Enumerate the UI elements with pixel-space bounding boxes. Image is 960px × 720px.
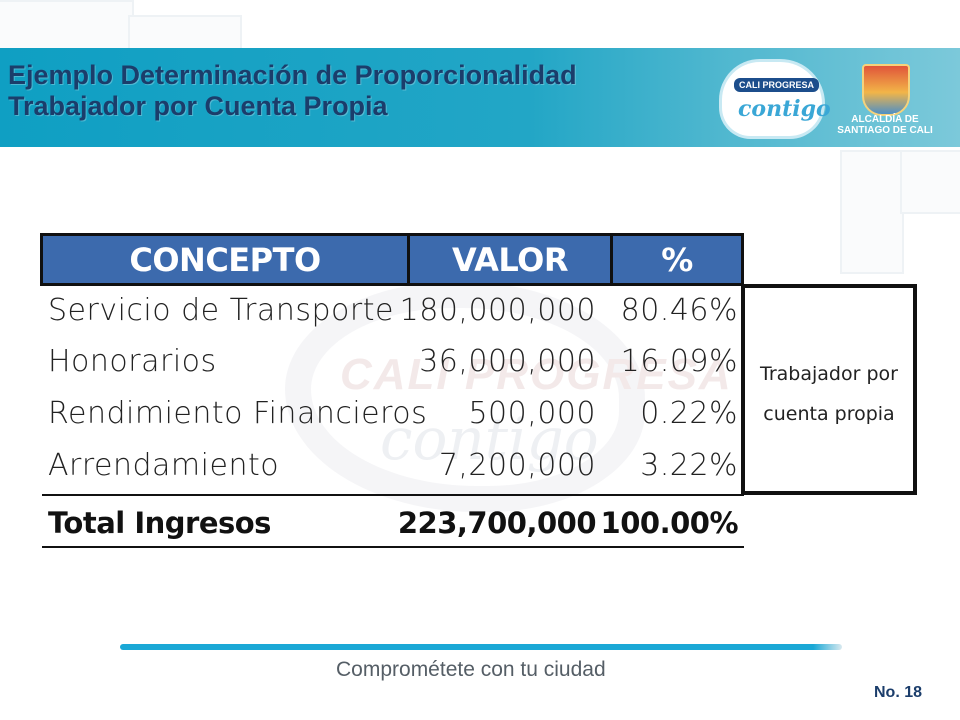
watermark-script: contigo [380,405,599,473]
title-line-2: Trabajador por Cuenta Propia [8,91,388,121]
side-note-line-1: Trabajador por [760,363,898,385]
background-panel [0,0,134,54]
total-divider-bottom [42,546,744,548]
cell-valor: 500,000 [468,396,596,431]
table-row: Servicio de Transporte 180,000,000 80.46… [42,285,744,337]
total-pct: 100.00% [600,506,739,540]
title-line-1: Ejemplo Determinación de Proporcionalida… [8,60,577,90]
background-panel [840,150,904,274]
footer-slogan: Comprométete con tu ciudad [336,658,606,681]
total-divider-top [42,494,744,496]
column-header-valor: VALOR [407,233,613,286]
column-header-pct: % [610,233,744,286]
cell-concepto: Rendimiento Financieros [48,396,428,431]
cell-pct: 3.22% [640,448,738,483]
page-number: No. 18 [873,684,922,701]
alcaldia-crest-icon [862,64,910,116]
alcaldia-line-2: SANTIAGO DE CALI [837,125,933,136]
logo-script: contigo [738,96,831,122]
cell-concepto: Servicio de Transporte [48,293,394,328]
cell-valor: 36,000,000 [419,344,596,379]
table-row: Honorarios 36,000,000 16.09% [42,336,744,388]
logo-badge: CALI PROGRESA [734,78,820,92]
cell-concepto: Arrendamiento [48,448,280,483]
side-note-line-2: cuenta propia [763,403,895,425]
side-note-text: Trabajador por cuenta propia [745,354,913,434]
column-header-concepto: CONCEPTO [40,233,410,286]
table-row: Arrendamiento 7,200,000 3.22% [42,440,744,492]
total-valor: 223,700,000 [397,506,597,540]
side-note-box: Trabajador por cuenta propia [741,284,917,495]
watermark-text: CALI PROGRESA [340,350,733,399]
cell-pct: 16.09% [620,344,738,379]
alcaldia-name: ALCALDÍA DE SANTIAGO DE CALI [822,114,948,136]
footer-divider [120,644,842,650]
cell-concepto: Honorarios [48,344,217,379]
cell-valor: 180,000,000 [399,293,596,328]
cali-progresa-logo [722,62,822,136]
cell-pct: 80.46% [620,293,738,328]
alcaldia-line-1: ALCALDÍA DE [851,114,919,125]
table-total-row: Total Ingresos 223,700,000 100.00% [42,497,744,549]
background-panel [900,150,960,214]
total-label: Total Ingresos [48,506,271,540]
cell-pct: 0.22% [640,396,738,431]
cell-valor: 7,200,000 [438,448,596,483]
table-row: Rendimiento Financieros 500,000 0.22% [42,388,744,440]
page-title: Ejemplo Determinación de Proporcionalida… [8,60,577,122]
